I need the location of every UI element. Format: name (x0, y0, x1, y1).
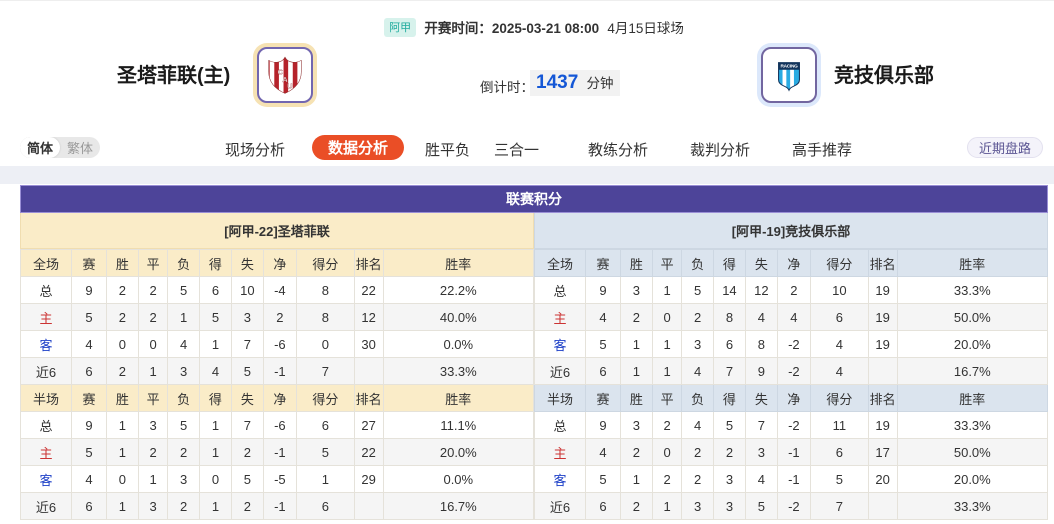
svg-text:RACING: RACING (780, 64, 798, 70)
svg-text:U: U (287, 82, 292, 91)
